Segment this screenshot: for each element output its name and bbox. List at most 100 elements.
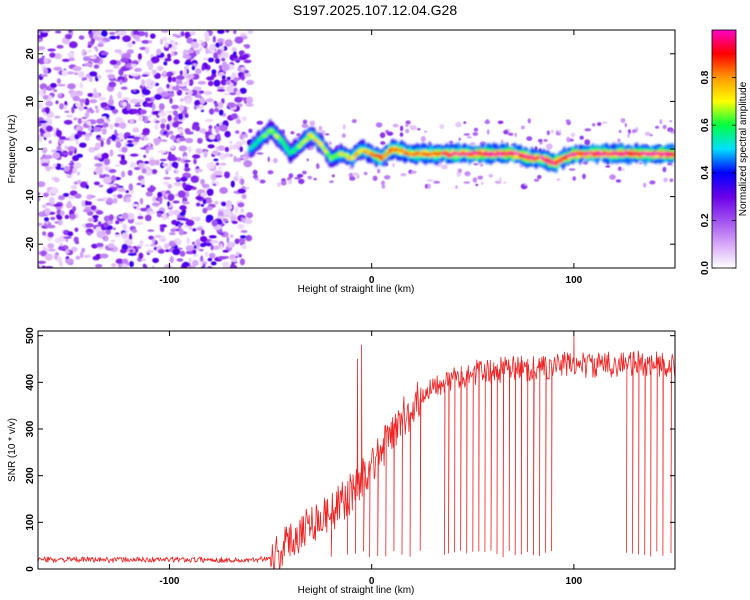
spectrogram-noise-blob [131, 108, 139, 115]
spectrogram-noise-blob [75, 255, 81, 260]
spectrogram-noise-blob [217, 38, 225, 44]
spectrogram-noise-blob [116, 35, 120, 40]
spectrogram-ridge-segment [596, 150, 601, 155]
spectrogram-noise-blob [72, 95, 81, 102]
spectrogram-noise-blob [75, 102, 81, 108]
spectrogram-noise-blob [143, 154, 147, 158]
spectrogram-noise-blob [144, 264, 148, 268]
spectrogram-noise-blob [52, 127, 56, 132]
spectrogram-noise-blob [72, 66, 82, 72]
spectrogram-noise-blob [148, 115, 152, 118]
spectrogram-noise-blob [120, 154, 125, 162]
spectrogram-noise-blob [235, 141, 243, 148]
spectrogram-noise-blob [111, 134, 116, 142]
spectrogram-noise-blob [546, 143, 553, 150]
spectrogram-noise-blob [66, 174, 73, 177]
spectrogram-noise-blob [150, 243, 156, 247]
spectrogram-noise-blob [64, 145, 68, 151]
spectrogram-noise-blob [65, 33, 72, 40]
spectrogram-noise-blob [144, 46, 150, 54]
spectrogram-noise-blob [141, 132, 150, 136]
spectrogram-noise-blob [125, 190, 129, 194]
spectrogram-noise-blob [100, 116, 107, 120]
spectrogram-noise-blob [184, 60, 192, 66]
spectrogram-noise-blob [98, 40, 106, 44]
spectrogram-noise-blob [205, 119, 213, 122]
spectrogram-noise-blob [200, 204, 205, 207]
spectrogram-noise-blob [174, 169, 179, 174]
spectrogram-noise-blob [88, 147, 96, 153]
spectrogram-noise-blob [175, 84, 180, 92]
spectrogram-noise-blob [203, 90, 213, 96]
spectrogram-noise-blob [172, 33, 178, 37]
spectrogram-noise-blob [118, 51, 124, 55]
spectrogram-noise-blob [238, 253, 242, 258]
spectrogram-noise-blob [181, 88, 190, 92]
spectrogram-noise-blob [114, 129, 118, 137]
spectrogram-noise-blob [294, 177, 301, 180]
spectrogram-noise-blob [118, 132, 124, 140]
spectrogram-noise-blob [392, 123, 399, 128]
spectrogram-noise-blob [64, 110, 70, 114]
spectrogram-noise-blob [195, 238, 201, 247]
spectrogram-noise-blob [391, 163, 395, 168]
spectrogram-noise-blob [219, 243, 223, 251]
spectrogram-noise-blob [140, 208, 145, 211]
spectrogram-noise-blob [38, 120, 48, 124]
spectrogram-noise-blob [205, 206, 213, 211]
spectrogram-noise-blob [117, 91, 122, 99]
spectrogram-noise-blob [211, 219, 218, 227]
spectrogram-noise-blob [172, 110, 178, 116]
spectrogram-ridge-segment [253, 142, 259, 145]
spectrogram-noise-blob [47, 48, 56, 52]
spectrogram-noise-blob [377, 168, 381, 174]
spectrogram-noise-blob [546, 130, 550, 136]
spectrogram-noise-blob [463, 181, 471, 184]
spectrogram-noise-blob [129, 249, 134, 253]
colorbar-label: Normalized spectral amplitude [738, 81, 749, 216]
spectrogram-noise-blob [241, 73, 245, 81]
spectrogram-noise-blob [74, 239, 78, 244]
spectrogram-noise-blob [230, 113, 238, 120]
spectrogram-noise-blob [53, 89, 58, 92]
spectrogram-noise-blob [237, 202, 245, 208]
colorbar-tick-label: 0.4 [700, 165, 711, 179]
spectrogram-noise-blob [615, 179, 622, 183]
spectrogram-noise-blob [219, 187, 228, 194]
spectrogram-noise-blob [256, 120, 264, 125]
spectrogram-noise-blob [87, 217, 95, 222]
spectrogram-noise-blob [77, 90, 81, 94]
spectrogram-noise-blob [148, 235, 154, 240]
spectrogram-noise-blob [158, 112, 167, 117]
spectrogram-noise-blob [56, 78, 62, 84]
spectrogram-noise-blob [162, 36, 168, 42]
spectrogram-noise-blob [139, 109, 147, 115]
spectrogram-noise-blob [38, 57, 46, 65]
spectrogram-noise-blob [75, 125, 81, 131]
spectrogram-noise-blob [221, 75, 226, 80]
spectrogram-noise-blob [226, 200, 232, 207]
spectrogram-noise-blob [208, 235, 217, 239]
spectrogram-noise-blob [93, 88, 97, 95]
spectrogram-noise-blob [112, 194, 118, 198]
spectrogram-noise-blob [52, 163, 57, 168]
spectrogram-noise-blob [533, 178, 540, 182]
spectrogram-noise-blob [298, 178, 305, 185]
spectrogram-noise-blob [92, 215, 99, 219]
spectrogram-noise-blob [134, 67, 142, 72]
spectrogram-noise-blob [572, 176, 576, 181]
spectrogram-noise-blob [259, 179, 266, 184]
spectrogram-noise-blob [205, 99, 215, 102]
spectrogram-noise-blob [157, 150, 167, 154]
spectrogram-noise-blob [110, 239, 116, 243]
spectrogram-noise-blob [218, 124, 228, 132]
spectrogram-noise-blob [109, 94, 113, 101]
spectrogram-noise-blob [243, 59, 252, 64]
spectrogram-noise-blob [162, 212, 167, 219]
spectrogram-noise-blob [217, 89, 226, 92]
spectrogram-noise-blob [226, 236, 230, 244]
spectrogram-noise-blob [309, 120, 316, 126]
spectrogram-noise-blob [128, 183, 134, 191]
spectrogram-noise-blob [45, 125, 53, 132]
spectrogram-noise-blob [601, 121, 608, 124]
